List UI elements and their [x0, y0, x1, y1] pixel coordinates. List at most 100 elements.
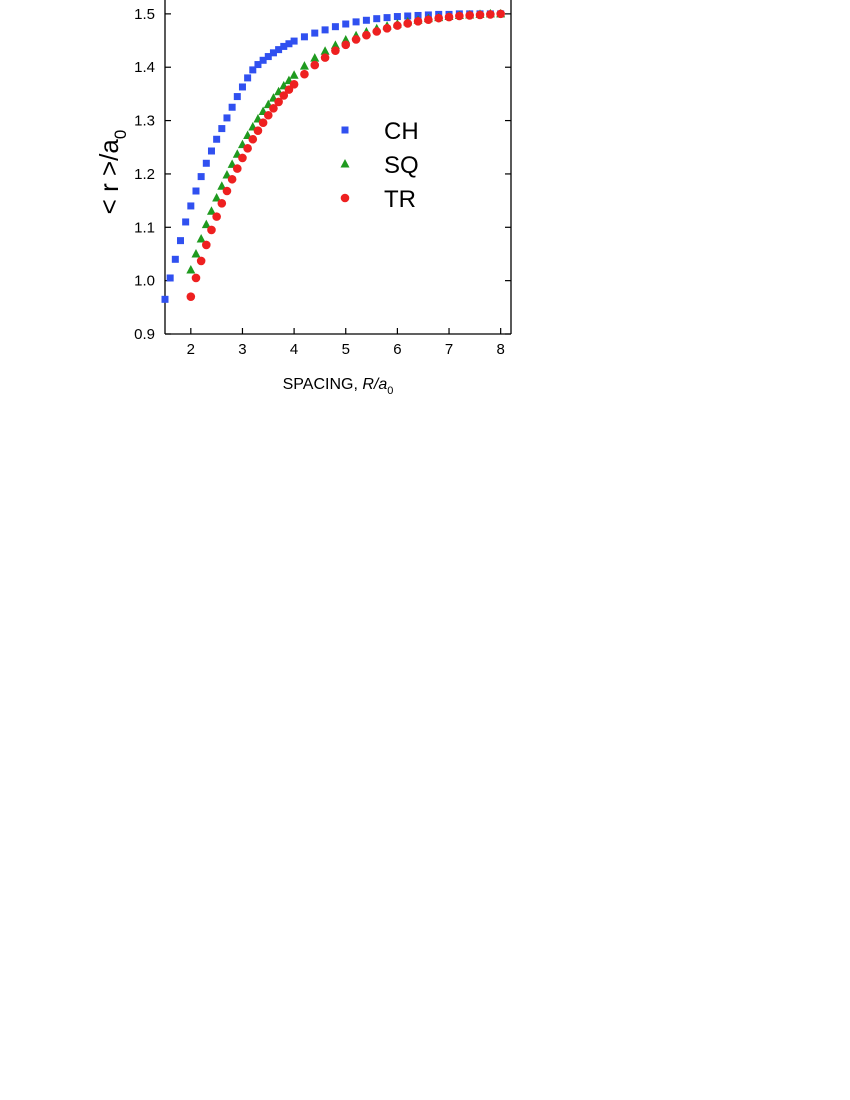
- marker-square: [383, 14, 391, 22]
- marker-square: [233, 93, 241, 101]
- marker-circle: [196, 256, 206, 266]
- marker-circle: [274, 97, 283, 107]
- x-tick-label: 3: [238, 341, 246, 358]
- y-tick-label: 1.5: [134, 6, 155, 23]
- marker-square: [373, 15, 381, 23]
- marker-square: [182, 218, 190, 226]
- marker-circle: [444, 12, 454, 22]
- marker-square: [254, 61, 262, 69]
- marker-square: [352, 18, 360, 26]
- marker-circle: [382, 23, 392, 33]
- marker-circle: [238, 153, 247, 163]
- marker-square: [213, 135, 221, 143]
- marker-circle: [212, 212, 221, 221]
- marker-square: [285, 40, 293, 48]
- y-axis-label: < r >/a0: [94, 130, 130, 215]
- marker-circle: [475, 10, 485, 20]
- marker-circle: [284, 85, 294, 94]
- x-label-subscript: 0: [387, 385, 393, 397]
- marker-square: [202, 159, 210, 167]
- marker-square: [321, 26, 329, 34]
- marker-circle: [372, 27, 382, 36]
- marker-circle: [393, 21, 402, 30]
- y-tick-label: 1.0: [134, 273, 155, 290]
- legend-label: CH: [384, 118, 419, 145]
- marker-square: [342, 20, 350, 28]
- marker-square: [192, 187, 200, 195]
- marker-triangle: [212, 192, 222, 202]
- marker-square: [244, 74, 252, 82]
- marker-circle: [424, 15, 433, 25]
- marker-circle: [258, 118, 268, 128]
- marker-circle: [232, 164, 242, 173]
- marker-triangle: [206, 206, 216, 215]
- marker-triangle: [191, 248, 201, 258]
- marker-circle: [222, 186, 232, 196]
- marker-circle: [191, 273, 201, 283]
- x-tick-label: 6: [393, 341, 401, 358]
- marker-triangle: [186, 264, 196, 274]
- legend-label: TR: [384, 186, 416, 213]
- marker-square: [275, 46, 283, 54]
- marker-triangle: [340, 159, 350, 168]
- marker-square: [331, 23, 339, 31]
- marker-circle: [434, 13, 444, 23]
- marker-circle: [243, 144, 252, 153]
- marker-triangle: [289, 70, 299, 79]
- marker-circle: [320, 53, 330, 62]
- marker-triangle: [201, 219, 211, 229]
- marker-square: [269, 49, 277, 57]
- marker-triangle: [196, 234, 206, 243]
- marker-triangle: [330, 40, 340, 49]
- marker-square: [311, 29, 319, 37]
- marker-square: [197, 173, 205, 181]
- marker-circle: [269, 104, 278, 113]
- x-tick-label: 8: [496, 341, 504, 358]
- marker-circle: [300, 69, 309, 79]
- marker-circle: [455, 11, 464, 21]
- y-tick-label: 1.1: [134, 219, 155, 236]
- marker-square: [290, 37, 298, 45]
- marker-square: [249, 66, 257, 74]
- marker-circle: [217, 198, 227, 208]
- marker-circle: [465, 11, 474, 20]
- marker-circle: [310, 60, 320, 70]
- marker-square: [280, 42, 288, 50]
- marker-circle: [263, 110, 273, 120]
- marker-square: [264, 53, 272, 61]
- marker-circle: [331, 46, 340, 55]
- marker-square: [207, 147, 215, 155]
- x-tick-label: 5: [342, 341, 350, 358]
- marker-square: [259, 56, 267, 64]
- x-tick-label: 2: [187, 341, 195, 358]
- marker-square: [404, 12, 412, 20]
- y-tick-label: 0.9: [134, 326, 155, 343]
- y-tick-label: 1.2: [134, 166, 155, 183]
- marker-square: [228, 103, 236, 111]
- marker-square: [393, 13, 401, 21]
- x-label-italic: R/a: [362, 376, 387, 393]
- marker-square: [187, 202, 195, 210]
- marker-triangle: [217, 181, 227, 190]
- marker-circle: [253, 126, 263, 136]
- marker-triangle: [320, 46, 330, 55]
- marker-circle: [202, 240, 211, 250]
- marker-circle: [362, 30, 371, 40]
- marker-triangle: [310, 53, 320, 62]
- marker-square: [362, 16, 370, 24]
- legend-label: SQ: [384, 152, 419, 179]
- marker-triangle: [299, 61, 309, 70]
- marker-circle: [340, 193, 350, 203]
- marker-circle: [227, 174, 237, 184]
- x-axis-label: SPACING, R/a0: [283, 376, 394, 397]
- marker-circle: [486, 10, 495, 19]
- marker-square: [223, 114, 231, 122]
- x-label-text: SPACING,: [283, 376, 363, 393]
- x-tick-label: 4: [290, 341, 298, 358]
- y-label-text: < r >/a: [94, 139, 124, 215]
- marker-circle: [207, 225, 216, 235]
- marker-square: [166, 274, 174, 282]
- x-tick-label: 7: [445, 341, 453, 358]
- y-tick-label: 1.4: [134, 59, 155, 76]
